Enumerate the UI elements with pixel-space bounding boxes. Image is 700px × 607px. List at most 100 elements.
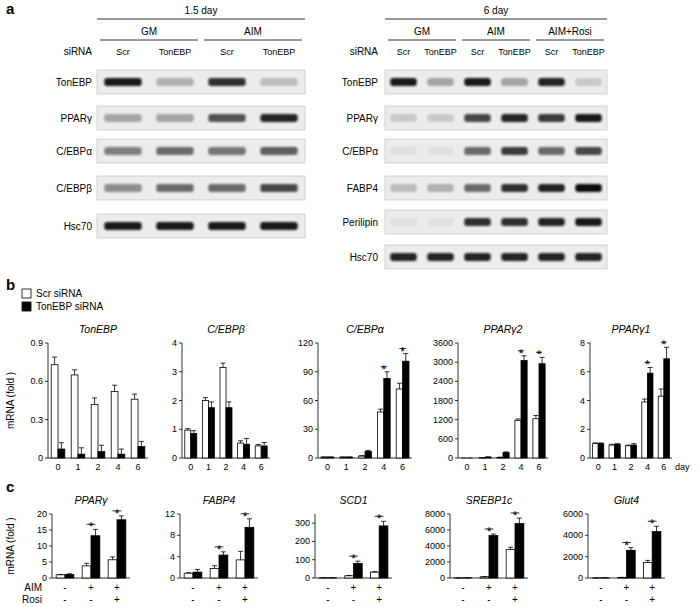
x-row-label: -	[326, 594, 329, 605]
y-tick-label: 15	[37, 525, 47, 535]
x-tick-label: 2	[628, 462, 633, 472]
bar	[625, 446, 631, 458]
group-rule	[100, 40, 198, 41]
error-bar	[465, 577, 470, 578]
band	[390, 147, 417, 155]
error-cap	[347, 457, 352, 458]
error-stem	[246, 438, 247, 444]
band	[208, 78, 245, 86]
error-bar	[92, 398, 97, 404]
error-cap	[185, 428, 190, 429]
error-cap	[58, 574, 63, 575]
error-bar	[195, 569, 200, 572]
band	[427, 184, 454, 192]
bar	[131, 399, 138, 458]
band	[104, 222, 141, 230]
x-row-label: +	[114, 594, 120, 605]
bar	[65, 574, 74, 578]
lane-label: TonEBP	[424, 47, 457, 57]
protein-label: TonEBP	[56, 77, 92, 88]
error-stem	[405, 354, 406, 362]
bar	[461, 458, 467, 459]
bar	[319, 577, 328, 578]
x-row-label: -	[599, 594, 602, 605]
error-bar	[112, 385, 117, 391]
y-tick-label: 5	[42, 557, 47, 567]
plot-marks	[593, 347, 670, 458]
y-tick	[315, 343, 318, 344]
error-stem	[650, 367, 651, 373]
protein-label: PPARγ	[61, 113, 93, 124]
band	[575, 147, 602, 155]
band	[501, 184, 528, 192]
error-cap	[209, 401, 214, 402]
y-tick-label: 90	[303, 367, 313, 377]
bar	[658, 396, 664, 458]
protein-label: C/EBPα	[56, 146, 92, 157]
error-cap	[603, 577, 608, 578]
error-bar	[93, 529, 98, 535]
y-tick	[455, 419, 458, 420]
group-label: AIM	[244, 26, 262, 37]
bar	[384, 378, 390, 458]
error-cap	[139, 441, 144, 442]
x-tick-label: 2	[95, 462, 100, 472]
band	[427, 78, 454, 86]
error-bar	[479, 457, 484, 458]
error-cap	[594, 577, 599, 578]
y-tick-label: 6	[580, 367, 585, 377]
x-row-label: +	[376, 594, 382, 605]
y-tick	[179, 429, 182, 430]
error-bar	[594, 577, 599, 578]
error-bar	[366, 450, 371, 452]
y-tick	[49, 578, 52, 579]
x-row-label: +	[486, 582, 492, 593]
error-bar	[209, 402, 214, 408]
error-stem	[94, 398, 95, 404]
error-bar	[456, 577, 461, 578]
band	[156, 147, 193, 155]
error-bar	[461, 458, 466, 459]
error-bar	[67, 573, 72, 575]
y-tick-label: 60	[303, 396, 313, 406]
error-cap	[659, 389, 664, 390]
chart-title: FABP4	[203, 494, 236, 506]
y-tick	[447, 562, 450, 563]
y-tick	[49, 530, 52, 531]
y-tick-label: 20	[37, 509, 47, 519]
x-row-label: +	[649, 594, 655, 605]
y-tick-label: 6000	[563, 509, 583, 519]
error-stem	[81, 448, 82, 454]
band	[427, 147, 454, 155]
bar	[346, 457, 352, 459]
band	[501, 114, 528, 122]
error-cap	[119, 449, 124, 450]
error-stem	[380, 409, 381, 412]
band	[538, 253, 565, 261]
y-tick	[455, 362, 458, 363]
y-tick-label: 0	[580, 453, 585, 463]
y-axis	[182, 343, 183, 458]
bar	[245, 527, 254, 578]
y-axis	[458, 343, 459, 458]
x-tick-label: 2	[362, 462, 367, 472]
blot-strip	[385, 70, 607, 94]
x-row-title: Rosi	[22, 594, 42, 605]
error-bar	[119, 449, 124, 454]
error-stem	[240, 551, 241, 560]
error-bar	[626, 445, 631, 447]
error-cap	[110, 556, 115, 557]
plot-marks	[56, 516, 126, 578]
x-row-label: -	[63, 582, 66, 593]
error-bar	[347, 575, 352, 576]
error-bar	[620, 577, 625, 578]
y-tick-label: 12	[165, 509, 175, 519]
band	[104, 184, 141, 192]
error-bar	[355, 561, 360, 563]
bar	[191, 434, 197, 458]
plot-marks	[51, 357, 145, 458]
bar	[593, 444, 599, 458]
error-stem	[61, 443, 62, 449]
error-cap	[355, 561, 360, 562]
error-bar	[628, 548, 633, 551]
